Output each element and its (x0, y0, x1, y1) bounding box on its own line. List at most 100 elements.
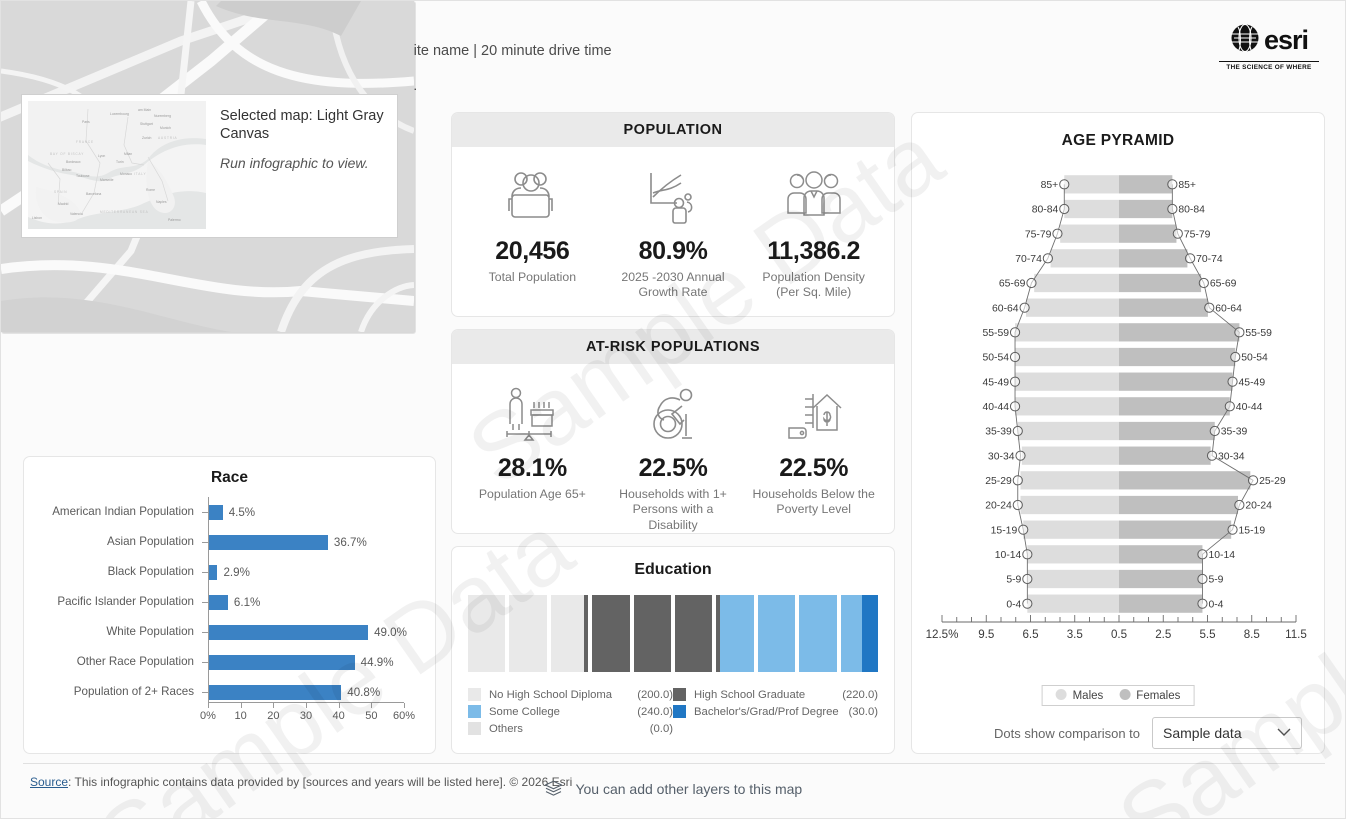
race-axis-tick-label: 40 (332, 710, 345, 722)
age-group-label: 15-19 (1239, 525, 1266, 536)
pyramid-axis-tick-label: 12.5% (926, 628, 959, 641)
stat-label: Population Age 65+ (478, 487, 586, 501)
age-group-label: 85+ (1041, 180, 1059, 191)
age-group-label: 30-34 (1218, 451, 1245, 462)
male-bar (1015, 372, 1119, 391)
race-bar-row: Black Population 2.9% (24, 557, 435, 587)
svg-text:Lyon: Lyon (98, 154, 105, 158)
male-comparison-dot (1009, 327, 1021, 338)
male-bar (1020, 495, 1119, 515)
race-x-ticks: 0% 10 20 30 40 50 60% (200, 703, 415, 727)
education-column (840, 595, 879, 672)
race-axis-tick (404, 703, 405, 708)
stat-label: Households Below the Poverty Level (752, 487, 875, 517)
male-comparison-dot (1012, 425, 1023, 437)
pyramid-axis-tick-label: 8.5 (1244, 628, 1260, 641)
svg-text:Luxembourg: Luxembourg (110, 112, 129, 116)
stat-value: 20,456 (495, 237, 570, 265)
svg-text:Turin: Turin (116, 160, 124, 164)
race-axis-tick-label: 10 (234, 710, 247, 722)
pyramid-axis-tick-label: 0.5 (1111, 628, 1127, 641)
comparison-select[interactable]: Sample data (1152, 717, 1302, 749)
female-comparison-dot (1167, 179, 1178, 190)
female-bar (1119, 175, 1173, 194)
education-legend-item: No High School Diploma (200.0) (468, 686, 673, 703)
age-group-label: 0-4 (1208, 599, 1223, 610)
male-comparison-dot (1012, 499, 1023, 511)
age-group-label: 80-84 (1032, 205, 1059, 216)
race-panel: Race American Indian Population 4.5% Asian… (23, 456, 436, 754)
svg-text:Bilbao: Bilbao (62, 168, 72, 172)
race-bar (208, 564, 218, 580)
education-legend: No High School Diploma (200.0) High School… (468, 686, 878, 737)
race-tick (202, 601, 208, 603)
female-comparison-line (1171, 184, 1254, 604)
age-pyramid-legend[interactable]: Males Females (1041, 685, 1195, 706)
legend-females-label: Females (1136, 690, 1181, 702)
race-bar-row: White Population 49.0% (24, 617, 435, 647)
education-column (468, 595, 506, 672)
female-comparison-dot (1206, 450, 1218, 461)
growth-chart-icon (603, 165, 744, 231)
age-group-label: 10-14 (1208, 550, 1235, 561)
esri-logo: esri THE SCIENCE OF WHERE (1219, 23, 1319, 71)
selected-map-label: Selected map: Light Gray Canvas (220, 108, 384, 143)
svg-text:Valencia: Valencia (70, 212, 83, 216)
svg-text:Nuremberg: Nuremberg (154, 114, 171, 118)
female-bar (1119, 397, 1230, 416)
age-group-label: 0-4 (1006, 599, 1021, 610)
race-bar (208, 654, 355, 670)
legend-value: (200.0) (637, 688, 673, 701)
svg-text:Milan: Milan (124, 152, 132, 156)
race-tick (202, 631, 208, 633)
age-group-label: 55-59 (982, 328, 1009, 339)
map-panel[interactable]: Paris Luxembourg am Main Nuremberg Stuttga… (1, 1, 802, 797)
female-bar (1119, 594, 1203, 613)
race-bar (208, 594, 228, 610)
education-segment (675, 595, 713, 672)
female-comparison-dot (1198, 277, 1209, 289)
race-category-label: Asian Population (106, 535, 194, 549)
education-segment (799, 595, 837, 672)
age-group-label: 50-54 (982, 353, 1009, 364)
source-link[interactable]: Source (30, 775, 69, 789)
pyramid-axis-tick-label: 9.5 (978, 628, 994, 641)
race-bar-track: 40.8% (208, 677, 435, 707)
female-comparison-dot (1227, 524, 1238, 535)
education-segment (861, 595, 879, 672)
svg-text:Bordeaux: Bordeaux (66, 160, 81, 164)
male-comparison-dot (1009, 401, 1021, 412)
age-group-label: 85+ (1178, 180, 1196, 191)
male-bar (1023, 520, 1119, 539)
race-axis-tick (208, 703, 209, 708)
race-category-label: White Population (106, 625, 194, 639)
three-persons-icon (743, 165, 884, 231)
male-bar (1017, 421, 1119, 441)
legend-swatch (468, 688, 481, 701)
race-tick (202, 541, 208, 543)
female-bar (1119, 421, 1215, 441)
race-axis-tick (306, 703, 307, 708)
age-group-label: 70-74 (1015, 254, 1042, 265)
male-bar (1060, 224, 1119, 243)
page-subtitle: My site name | 20 minute drive time (383, 43, 612, 59)
legend-males: Males (1055, 689, 1103, 702)
female-bar (1119, 569, 1203, 589)
education-segment (757, 595, 796, 672)
male-bar (1034, 273, 1119, 293)
age-group-label: 60-64 (992, 303, 1019, 314)
stat-age-65-plus: 28.1% Population Age 65+ (462, 382, 603, 533)
legend-swatch (468, 705, 481, 718)
comparison-selected-value: Sample data (1163, 725, 1242, 741)
race-bar-row: Pacific Islander Population 6.1% (24, 587, 435, 617)
female-bar (1119, 298, 1208, 317)
stat-label: Population Density (Per Sq. Mile) (762, 270, 865, 300)
male-comparison-dot (1012, 475, 1023, 486)
race-bar-track: 49.0% (208, 617, 435, 647)
pyramid-axis-tick-label: 3.5 (1067, 628, 1083, 641)
race-bar-track: 6.1% (208, 587, 435, 617)
race-axis-tick-label: 0% (200, 710, 216, 722)
female-bar (1119, 446, 1211, 465)
svg-text:MEDITERRANEAN SEA: MEDITERRANEAN SEA (100, 210, 149, 214)
esri-tagline: THE SCIENCE OF WHERE (1219, 61, 1319, 71)
